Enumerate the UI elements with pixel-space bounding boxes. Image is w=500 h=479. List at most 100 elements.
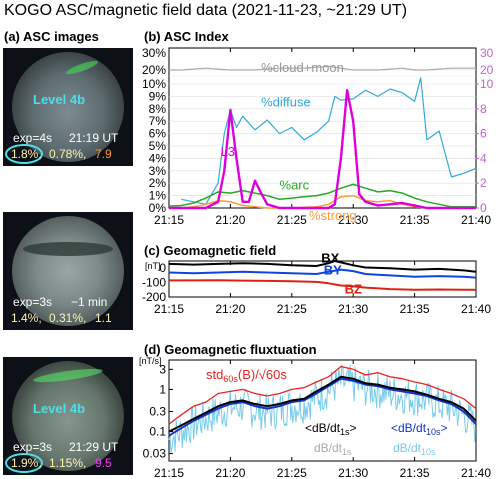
y-tick-label: 0 — [159, 261, 166, 275]
highlight-circle — [5, 144, 43, 164]
y-tick-label: -200 — [142, 290, 166, 304]
asc-time: −1 min — [71, 295, 108, 309]
label-mean-1s: <dB/dt1s> — [305, 421, 357, 437]
asc-exposure: exp=3s — [13, 295, 53, 309]
x-tick-label: 21:40 — [461, 213, 491, 227]
y-tick-label: 9% — [149, 89, 167, 103]
plot-frame — [168, 359, 477, 462]
y-tick-label: 0% — [149, 201, 167, 215]
label-arc: %arc — [280, 177, 310, 192]
label-strong: %strong — [309, 208, 357, 223]
label-dbdt-10s-mean-subscript: 10s — [426, 427, 441, 437]
y-right-tick-label: 0 — [480, 201, 487, 215]
x-tick-label: 21:20 — [215, 302, 245, 316]
y-tick-label: 5% — [149, 139, 167, 153]
label-dbdt-10s-text: dB/dt — [393, 441, 422, 455]
y-tick-label: 4% — [149, 151, 167, 165]
asc-time: 21:19 UT — [69, 131, 119, 145]
series-BZ — [169, 279, 476, 291]
y-right-tick-label: 20 — [480, 63, 494, 77]
asc-value-3: 9.5 — [95, 456, 112, 470]
x-tick-label: 21:40 — [461, 466, 491, 479]
unit-label: [nT] — [145, 261, 161, 271]
label-dbdt-10s-mean: <dB/dt10s> — [391, 421, 448, 437]
asc-value-3: 7.9 — [95, 147, 112, 161]
label-mean-1s-text: <dB/dt — [305, 421, 341, 435]
asc-exposure: exp=3s — [13, 440, 53, 454]
asc-value-2: 0.31%, — [49, 311, 87, 325]
label-mean-1s-suffix: > — [350, 421, 357, 435]
y-tick-label: 7% — [149, 114, 167, 128]
unit-label: [nT/s] — [139, 356, 162, 366]
y-tick-label: 8% — [149, 102, 167, 116]
asc-image-3: Level 4b exp=3s 21:29 UT 1.9%, 1.15%, 9.… — [3, 357, 133, 475]
x-tick-label: 21:35 — [400, 302, 430, 316]
y-tick-label: 1 — [159, 382, 166, 396]
asc-image-1: Level 4b exp=4s 21:19 UT 1.8%, 0.78%, 7.… — [3, 48, 133, 166]
x-tick-label: 21:30 — [338, 466, 368, 479]
y-tick-label: 2% — [149, 176, 167, 190]
y-tick-label: 0.1 — [149, 425, 166, 439]
y-right-tick-label: 4 — [480, 151, 487, 165]
aurora-band — [23, 242, 113, 256]
x-tick-label: 21:30 — [338, 213, 368, 227]
y-tick-label: 0.03 — [143, 447, 167, 461]
y-tick-label: 6% — [149, 127, 167, 141]
series-arc — [168, 183, 476, 208]
label-cloud: %cloud+moon — [261, 60, 344, 75]
y-right-tick-label: 10 — [480, 77, 494, 91]
asc-time: 21:29 UT — [69, 440, 119, 454]
x-tick-label: 21:15 — [154, 466, 184, 479]
x-tick-label: 21:20 — [215, 466, 245, 479]
x-tick-label: 21:15 — [154, 213, 184, 227]
label-dbdt-10s-subscript: 10s — [421, 447, 436, 457]
x-tick-label: 21:30 — [338, 302, 368, 316]
asc-value-2: 1.15%, — [49, 456, 87, 470]
y-tick-label: 3% — [149, 164, 167, 178]
asc-value-1: 1.9%, — [11, 456, 42, 470]
series-BY — [168, 268, 477, 279]
y-tick-label: -100 — [142, 276, 166, 290]
asc-value-1: 1.8%, — [11, 147, 42, 161]
label-dbdt-1s-subscript: 1s — [342, 447, 352, 457]
x-tick-label: 21:20 — [215, 213, 245, 227]
label-std-suffix: (B)/√60s — [238, 367, 288, 382]
y-right-tick-label: 8 — [480, 102, 487, 116]
y-tick-label: 3 — [159, 362, 166, 376]
x-tick-label: 21:35 — [400, 466, 430, 479]
series-std — [168, 365, 477, 425]
y-tick-label: 30% — [142, 46, 166, 60]
x-tick-label: 21:35 — [400, 213, 430, 227]
asc-level: Level 4b — [33, 401, 86, 416]
x-tick-label: 21:15 — [154, 302, 184, 316]
x-tick-label: 21:25 — [277, 213, 307, 227]
series-mean-1s — [168, 375, 477, 433]
x-tick-label: 21:25 — [277, 466, 307, 479]
series-BX — [168, 260, 477, 273]
series-dbdt-1s — [168, 364, 476, 453]
label-std-text: std — [206, 367, 223, 382]
label-dbdt-10s: dB/dt10s — [393, 441, 436, 457]
x-tick-label: 21:40 — [461, 302, 491, 316]
label-BX: BX — [321, 250, 339, 265]
asc-level: Level 4b — [33, 92, 86, 107]
y-tick-label: 1% — [149, 189, 167, 203]
y-right-tick-label: 30 — [480, 46, 494, 60]
label-BZ: BZ — [345, 281, 362, 296]
asc-image-2: exp=3s −1 min 1.4%, 0.31%, 1.1 — [3, 212, 133, 330]
asc-value-1: 1.4%, — [11, 311, 42, 325]
y-tick-label: 20% — [142, 63, 166, 77]
panel-c-title: (c) Geomagnetic field — [144, 243, 277, 258]
series-L3 — [169, 88, 476, 210]
sky-dome — [12, 216, 124, 326]
panel-d-title: (d) Geomagnetic fluxtuation — [144, 342, 317, 357]
label-dbdt-1s: dB/dt1s — [314, 441, 352, 457]
asc-exposure: exp=4s — [13, 131, 53, 145]
series-dbdt-10s — [168, 377, 477, 437]
y-right-tick-label: 2 — [480, 176, 487, 190]
asc-value-2: 0.78%, — [49, 147, 87, 161]
label-dbdt-10s-mean-text: <dB/dt — [391, 421, 427, 435]
highlight-circle — [5, 453, 43, 473]
series-diffuse — [181, 77, 477, 205]
